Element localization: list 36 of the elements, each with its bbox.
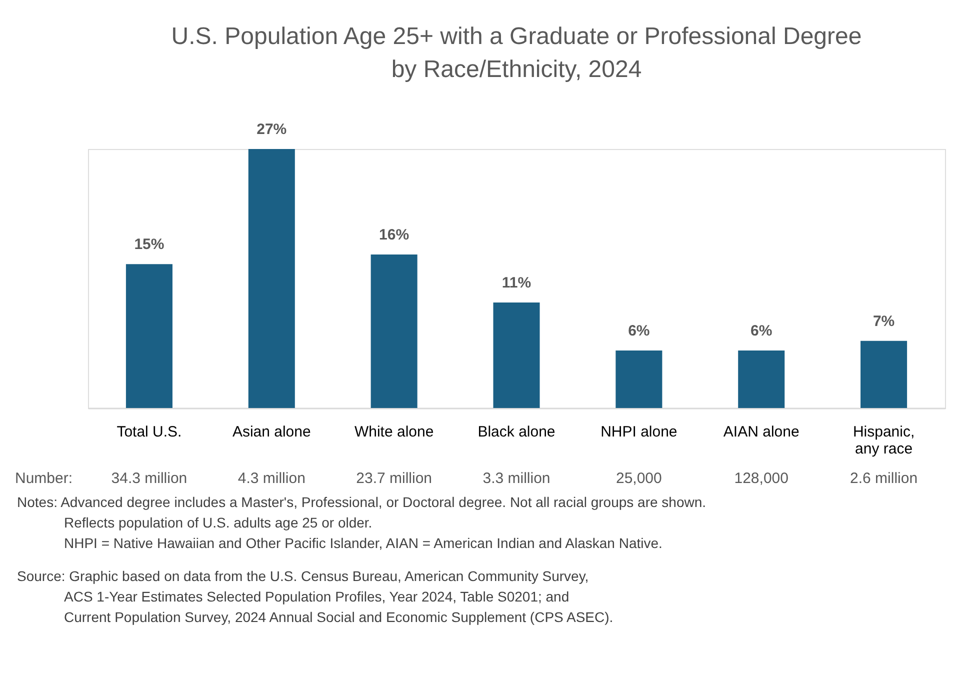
data-label: 11% <box>502 274 532 292</box>
x-tick-label: NHPI alone <box>600 424 678 440</box>
text: Reflects population of U.S. adults age 25 or older. <box>64 514 372 530</box>
x-tick-label: White alone <box>354 424 434 440</box>
text: 4.3 million <box>238 470 306 487</box>
data-label: 16% <box>379 226 410 244</box>
data-label: 6% <box>750 322 772 340</box>
text: 128,000 <box>734 470 788 487</box>
bar <box>738 350 785 408</box>
text: Notes: Advanced degree includes a Master's, Professional, or Doctoral degree. Not all racial groups are shown. <box>17 494 706 510</box>
bar <box>126 264 172 408</box>
bar <box>370 254 418 408</box>
text: Number: <box>15 470 73 487</box>
source-note: Source: Graphic based on data from the U.S. Census Bureau, American Community Survey, <box>17 568 589 584</box>
data-label: 15% <box>134 236 164 254</box>
data-label: 6% <box>628 322 650 340</box>
text: 23.7 million <box>356 470 432 487</box>
text: 34.3 million <box>111 470 188 487</box>
bar <box>248 149 295 408</box>
data-label: 27% <box>256 121 287 138</box>
text: NHPI = Native Hawaiian and Other Pacific Islander, AIAN = American Indian and Alaskan Native. <box>64 535 662 551</box>
x-tick-label: AIAN alone <box>723 424 800 440</box>
bar <box>860 340 908 408</box>
x-tick-label: Black alone <box>478 424 556 440</box>
text: 2.6 million <box>850 470 918 487</box>
chart-title: U.S. Population Age 25+ with a Graduate or Professional Degree by Race/Ethnicity, 2024 <box>171 23 862 83</box>
data-label: 7% <box>872 312 895 330</box>
text: Current Population Survey, 2024 Annual Social and Economic Supplement (CPS ASEC). <box>64 609 614 625</box>
x-tick-label: Total U.S. <box>116 424 182 440</box>
text: 3.3 million <box>482 470 550 487</box>
text: ACS 1-Year Estimates Selected Population Profiles, Year 2024, Table S0201; and <box>64 588 570 604</box>
text: 25,000 <box>616 470 662 487</box>
x-tick-label: Asian alone <box>232 424 311 440</box>
bar <box>493 302 540 408</box>
bar <box>616 350 662 408</box>
x-tick-label: Hispanic, any race <box>852 424 915 458</box>
